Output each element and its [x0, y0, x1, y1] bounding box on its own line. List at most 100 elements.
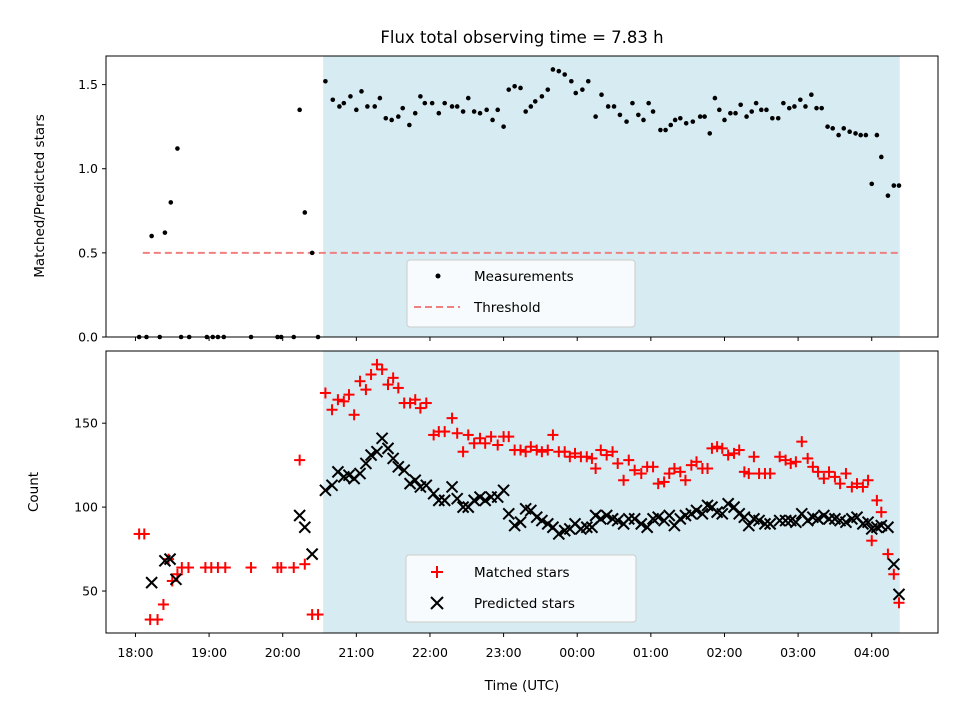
- matched-star-point: [875, 506, 887, 518]
- matched-star-point: [376, 363, 388, 375]
- predicted-star-point: [478, 494, 492, 507]
- matched-star-point: [882, 548, 894, 560]
- x-tick-label: 21:00: [338, 645, 374, 660]
- measurement-point: [518, 85, 523, 91]
- legend-predicted-label: Predicted stars: [474, 596, 575, 612]
- measurement-point: [630, 100, 635, 106]
- measurement-point: [422, 100, 428, 106]
- predicted-star-point: [370, 445, 384, 458]
- predicted-star-point: [773, 514, 786, 527]
- matched-star-point: [866, 535, 878, 547]
- predicted-star-point: [742, 519, 755, 532]
- legend-matched-marker: [431, 566, 443, 578]
- matched-star-point: [607, 446, 619, 458]
- top-x-ticks: [134, 337, 873, 341]
- predicted-star-point: [163, 552, 177, 566]
- matched-star-point: [288, 562, 300, 574]
- measurement-point: [454, 104, 460, 109]
- predicted-star-point: [298, 521, 312, 534]
- matched-star-point: [485, 431, 497, 443]
- matched-star-point: [338, 395, 350, 407]
- measurement-point: [825, 124, 830, 129]
- measurement-point: [490, 117, 495, 123]
- measurement-point: [599, 92, 604, 98]
- predicted-star-point: [763, 517, 777, 531]
- matched-star-point: [658, 476, 670, 488]
- predicted-star-point: [690, 504, 703, 517]
- x-tick-label: 02:00: [706, 645, 742, 660]
- matched-star-point: [834, 478, 846, 490]
- matched-star-point: [629, 464, 641, 476]
- matched-star-point: [840, 468, 852, 480]
- legend-matched-label: Matched stars: [474, 565, 570, 581]
- matched-star-point: [706, 442, 718, 454]
- matched-star-point: [515, 444, 527, 456]
- measurement-point: [471, 109, 477, 114]
- measurement-point: [744, 114, 749, 119]
- measurement-point: [636, 112, 641, 118]
- measurement-point: [412, 110, 418, 116]
- matched-star-point: [711, 441, 723, 453]
- predicted-star-point: [427, 487, 440, 500]
- matched-star-point: [569, 447, 581, 459]
- measurement-point: [348, 94, 353, 99]
- matched-star-point: [503, 431, 515, 443]
- predicted-star-point: [438, 494, 451, 507]
- measurement-point: [330, 97, 336, 103]
- measurement-point: [707, 131, 713, 136]
- measurement-point: [717, 107, 722, 113]
- bottom-y-ticks: 50 100 150: [74, 416, 106, 599]
- predicted-star-point: [375, 432, 389, 445]
- predicted-star-point: [552, 527, 566, 541]
- predicted-star-point: [892, 588, 906, 601]
- predicted-star-point: [392, 460, 405, 474]
- predicted-star-point: [628, 512, 641, 526]
- matched-star-point: [812, 466, 824, 478]
- matched-star-point: [542, 444, 554, 456]
- measurement-point: [819, 105, 824, 111]
- measurement-point: [539, 94, 545, 99]
- measurement-point: [690, 119, 696, 124]
- measurement-point: [814, 105, 819, 111]
- matched-star-point: [857, 481, 869, 493]
- matched-star-point: [312, 609, 324, 621]
- top-axes-frame: [105, 55, 939, 338]
- measurement-point: [764, 107, 769, 113]
- measurement-point: [792, 104, 797, 109]
- matched-star-point: [716, 442, 728, 454]
- measurement-point: [617, 112, 623, 118]
- measurement-point: [624, 119, 629, 124]
- matched-star-point: [163, 553, 175, 565]
- measurement-point: [407, 122, 412, 128]
- matched-star-point: [674, 466, 686, 478]
- measurement-point: [545, 87, 551, 92]
- measurement-point: [523, 109, 528, 114]
- y-tick-label: 1.0: [78, 161, 98, 176]
- matched-star-point: [387, 372, 399, 384]
- matched-star-point: [451, 427, 463, 439]
- measurement-point: [383, 115, 389, 121]
- measurement-point: [798, 97, 803, 103]
- predicted-star-point: [861, 516, 875, 529]
- measurement-point: [658, 127, 663, 133]
- measurement-point: [149, 233, 154, 239]
- matched-star-point: [409, 394, 421, 406]
- predicted-star-point: [811, 512, 825, 526]
- matched-star-point: [790, 456, 802, 468]
- matched-star-point: [743, 468, 755, 480]
- matched-star-point: [663, 468, 675, 480]
- matched-star-point: [138, 528, 150, 540]
- measurement-point: [477, 110, 483, 116]
- measurement-point: [506, 87, 512, 92]
- predicted-star-point: [758, 517, 772, 531]
- matched-star-point: [457, 446, 469, 458]
- y-tick-label: 50: [82, 584, 98, 599]
- measurement-point: [646, 100, 651, 106]
- measurement-point: [442, 100, 447, 106]
- measurement-point: [400, 105, 406, 111]
- predicted-star-point: [594, 512, 607, 526]
- predicted-star-point: [353, 467, 367, 480]
- predicted-star-point: [789, 516, 803, 529]
- measurement-point: [885, 193, 891, 198]
- count-panel: 18:00 19:00 20:00 21:00 22:00 23:00 00:00 01:00…: [26, 350, 939, 694]
